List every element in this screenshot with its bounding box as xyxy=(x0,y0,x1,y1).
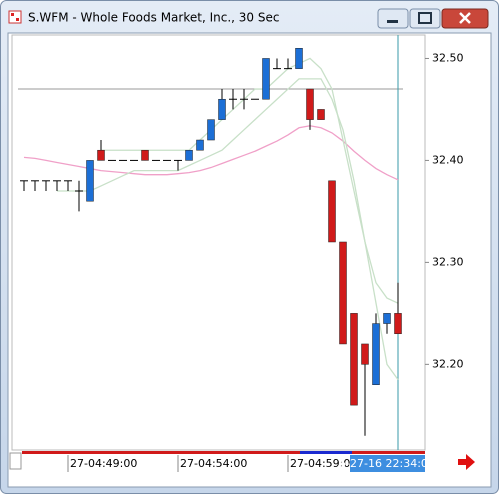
cursor-label-box xyxy=(350,455,425,472)
indicator-line xyxy=(57,78,399,381)
window-title: S.WFM - Whole Foods Market, Inc., 30 Sec xyxy=(28,11,279,25)
plot: 32.50 32.40 32.30 32.20 27-04:49:00 27-04:54:… xyxy=(18,35,464,472)
candle-body xyxy=(141,149,149,161)
y-tick-label: 32.30 xyxy=(432,255,464,268)
candle-body xyxy=(185,149,193,161)
time-bar-visible xyxy=(300,451,352,454)
time-bar xyxy=(22,451,425,454)
minimize-button[interactable] xyxy=(377,8,409,29)
scroll-box[interactable] xyxy=(9,452,22,470)
scroll-right-arrow[interactable] xyxy=(458,454,475,470)
candle-body xyxy=(350,313,358,406)
candle-body xyxy=(97,149,105,161)
x-tick-label: 27-04:54:00 xyxy=(180,457,247,470)
app-icon xyxy=(8,10,22,24)
maximize-button[interactable] xyxy=(409,8,441,29)
candle-body xyxy=(218,98,226,120)
candle-body xyxy=(394,313,402,335)
candle-body xyxy=(196,139,204,151)
candle-body xyxy=(207,119,215,141)
candle-body xyxy=(328,180,336,243)
app-icon-dot xyxy=(16,18,19,21)
y-tick-label: 32.40 xyxy=(432,153,464,166)
candle-body xyxy=(361,343,369,365)
maximize-icon xyxy=(418,12,432,24)
indicator-line xyxy=(101,57,399,304)
candle-body xyxy=(383,313,391,324)
candle-body xyxy=(306,88,314,120)
candle-body xyxy=(262,58,270,100)
cursor-label: 5-27-16 22:34:00 xyxy=(339,457,435,470)
app-icon-dot xyxy=(11,13,14,16)
x-tick-label: 27-04:59:00 xyxy=(290,457,357,470)
minimize-icon xyxy=(387,20,398,23)
candle-body xyxy=(372,323,380,385)
candle-body xyxy=(295,48,303,69)
close-icon xyxy=(459,12,471,24)
x-tick-label: 27-04:49:00 xyxy=(70,457,137,470)
y-tick-label: 32.50 xyxy=(432,51,464,64)
candle-body xyxy=(86,160,94,202)
plot-area xyxy=(11,34,426,451)
candle-body xyxy=(317,109,325,120)
y-tick-label: 32.20 xyxy=(432,357,464,370)
candle-body xyxy=(339,241,347,345)
